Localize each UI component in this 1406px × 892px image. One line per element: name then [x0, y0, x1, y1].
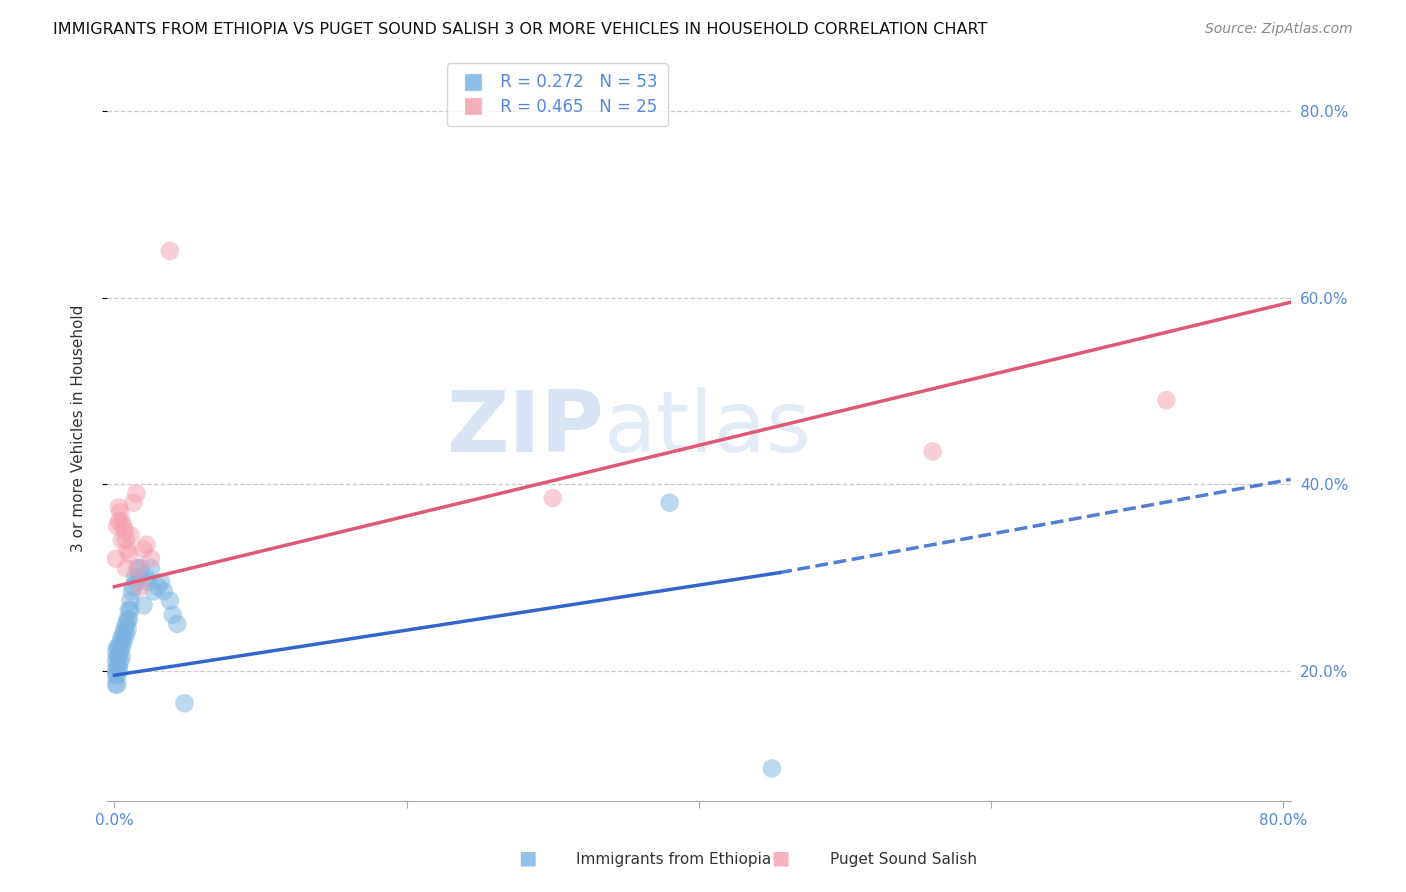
Point	[120, 603, 142, 617]
Text: ■: ■	[770, 848, 790, 867]
Point	[150, 574, 173, 589]
Point	[104, 668, 127, 682]
Point	[110, 654, 132, 668]
Point	[173, 696, 195, 710]
Point	[111, 515, 134, 529]
Text: atlas: atlas	[605, 386, 813, 469]
Point	[112, 519, 135, 533]
Point	[110, 645, 132, 659]
Point	[125, 486, 148, 500]
Point	[112, 635, 135, 649]
Point	[107, 515, 129, 529]
Point	[118, 603, 141, 617]
Point	[129, 580, 152, 594]
Point	[136, 574, 159, 589]
Point	[142, 584, 165, 599]
Point	[105, 649, 128, 664]
Point	[107, 649, 129, 664]
Point	[114, 631, 136, 645]
Point	[132, 542, 155, 557]
Point	[115, 561, 138, 575]
Point	[111, 640, 134, 655]
Text: IMMIGRANTS FROM ETHIOPIA VS PUGET SOUND SALISH 3 OR MORE VEHICLES IN HOUSEHOLD C: IMMIGRANTS FROM ETHIOPIA VS PUGET SOUND …	[53, 22, 988, 37]
Text: Immigrants from Ethiopia: Immigrants from Ethiopia	[576, 852, 772, 867]
Point	[110, 505, 132, 519]
Point	[107, 664, 129, 678]
Point	[139, 561, 162, 575]
Point	[120, 528, 142, 542]
Point	[115, 533, 138, 547]
Point	[148, 580, 170, 594]
Point	[127, 561, 149, 575]
Text: ■: ■	[517, 848, 537, 867]
Point	[112, 626, 135, 640]
Point	[127, 561, 149, 575]
Point	[104, 654, 127, 668]
Point	[118, 547, 141, 561]
Point	[139, 551, 162, 566]
Point	[135, 570, 157, 584]
Point	[105, 519, 128, 533]
Point	[921, 444, 943, 458]
Point	[105, 640, 128, 655]
Point	[159, 244, 181, 258]
Text: Source: ZipAtlas.com: Source: ZipAtlas.com	[1205, 22, 1353, 37]
Point	[117, 622, 139, 636]
Point	[125, 574, 148, 589]
Point	[104, 677, 127, 691]
Point	[1156, 393, 1178, 408]
Point	[111, 649, 134, 664]
Point	[124, 570, 146, 584]
Point	[104, 664, 127, 678]
Point	[105, 677, 128, 691]
Point	[107, 500, 129, 515]
Point	[115, 626, 138, 640]
Y-axis label: 3 or more Vehicles in Household: 3 or more Vehicles in Household	[72, 304, 86, 552]
Point	[153, 584, 176, 599]
Point	[115, 617, 138, 632]
Point	[129, 561, 152, 575]
Point	[105, 668, 128, 682]
Point	[122, 580, 145, 594]
Point	[122, 496, 145, 510]
Point	[117, 542, 139, 557]
Point	[135, 538, 157, 552]
Point	[658, 496, 681, 510]
Point	[159, 593, 181, 607]
Point	[111, 631, 134, 645]
Text: ZIP: ZIP	[446, 386, 605, 469]
Point	[110, 635, 132, 649]
Point	[132, 599, 155, 613]
Point	[121, 584, 143, 599]
Point	[541, 491, 564, 505]
Point	[166, 617, 188, 632]
Point	[105, 659, 128, 673]
Point	[114, 622, 136, 636]
Point	[107, 640, 129, 655]
Point	[128, 570, 150, 584]
Point	[111, 533, 134, 547]
Point	[104, 645, 127, 659]
Legend:  R = 0.272   N = 53,  R = 0.465   N = 25: R = 0.272 N = 53, R = 0.465 N = 25	[447, 63, 668, 126]
Point	[104, 551, 127, 566]
Point	[118, 612, 141, 626]
Text: Puget Sound Salish: Puget Sound Salish	[830, 852, 977, 867]
Point	[162, 607, 184, 622]
Point	[107, 659, 129, 673]
Point	[761, 762, 783, 776]
Point	[120, 593, 142, 607]
Point	[114, 524, 136, 538]
Point	[117, 612, 139, 626]
